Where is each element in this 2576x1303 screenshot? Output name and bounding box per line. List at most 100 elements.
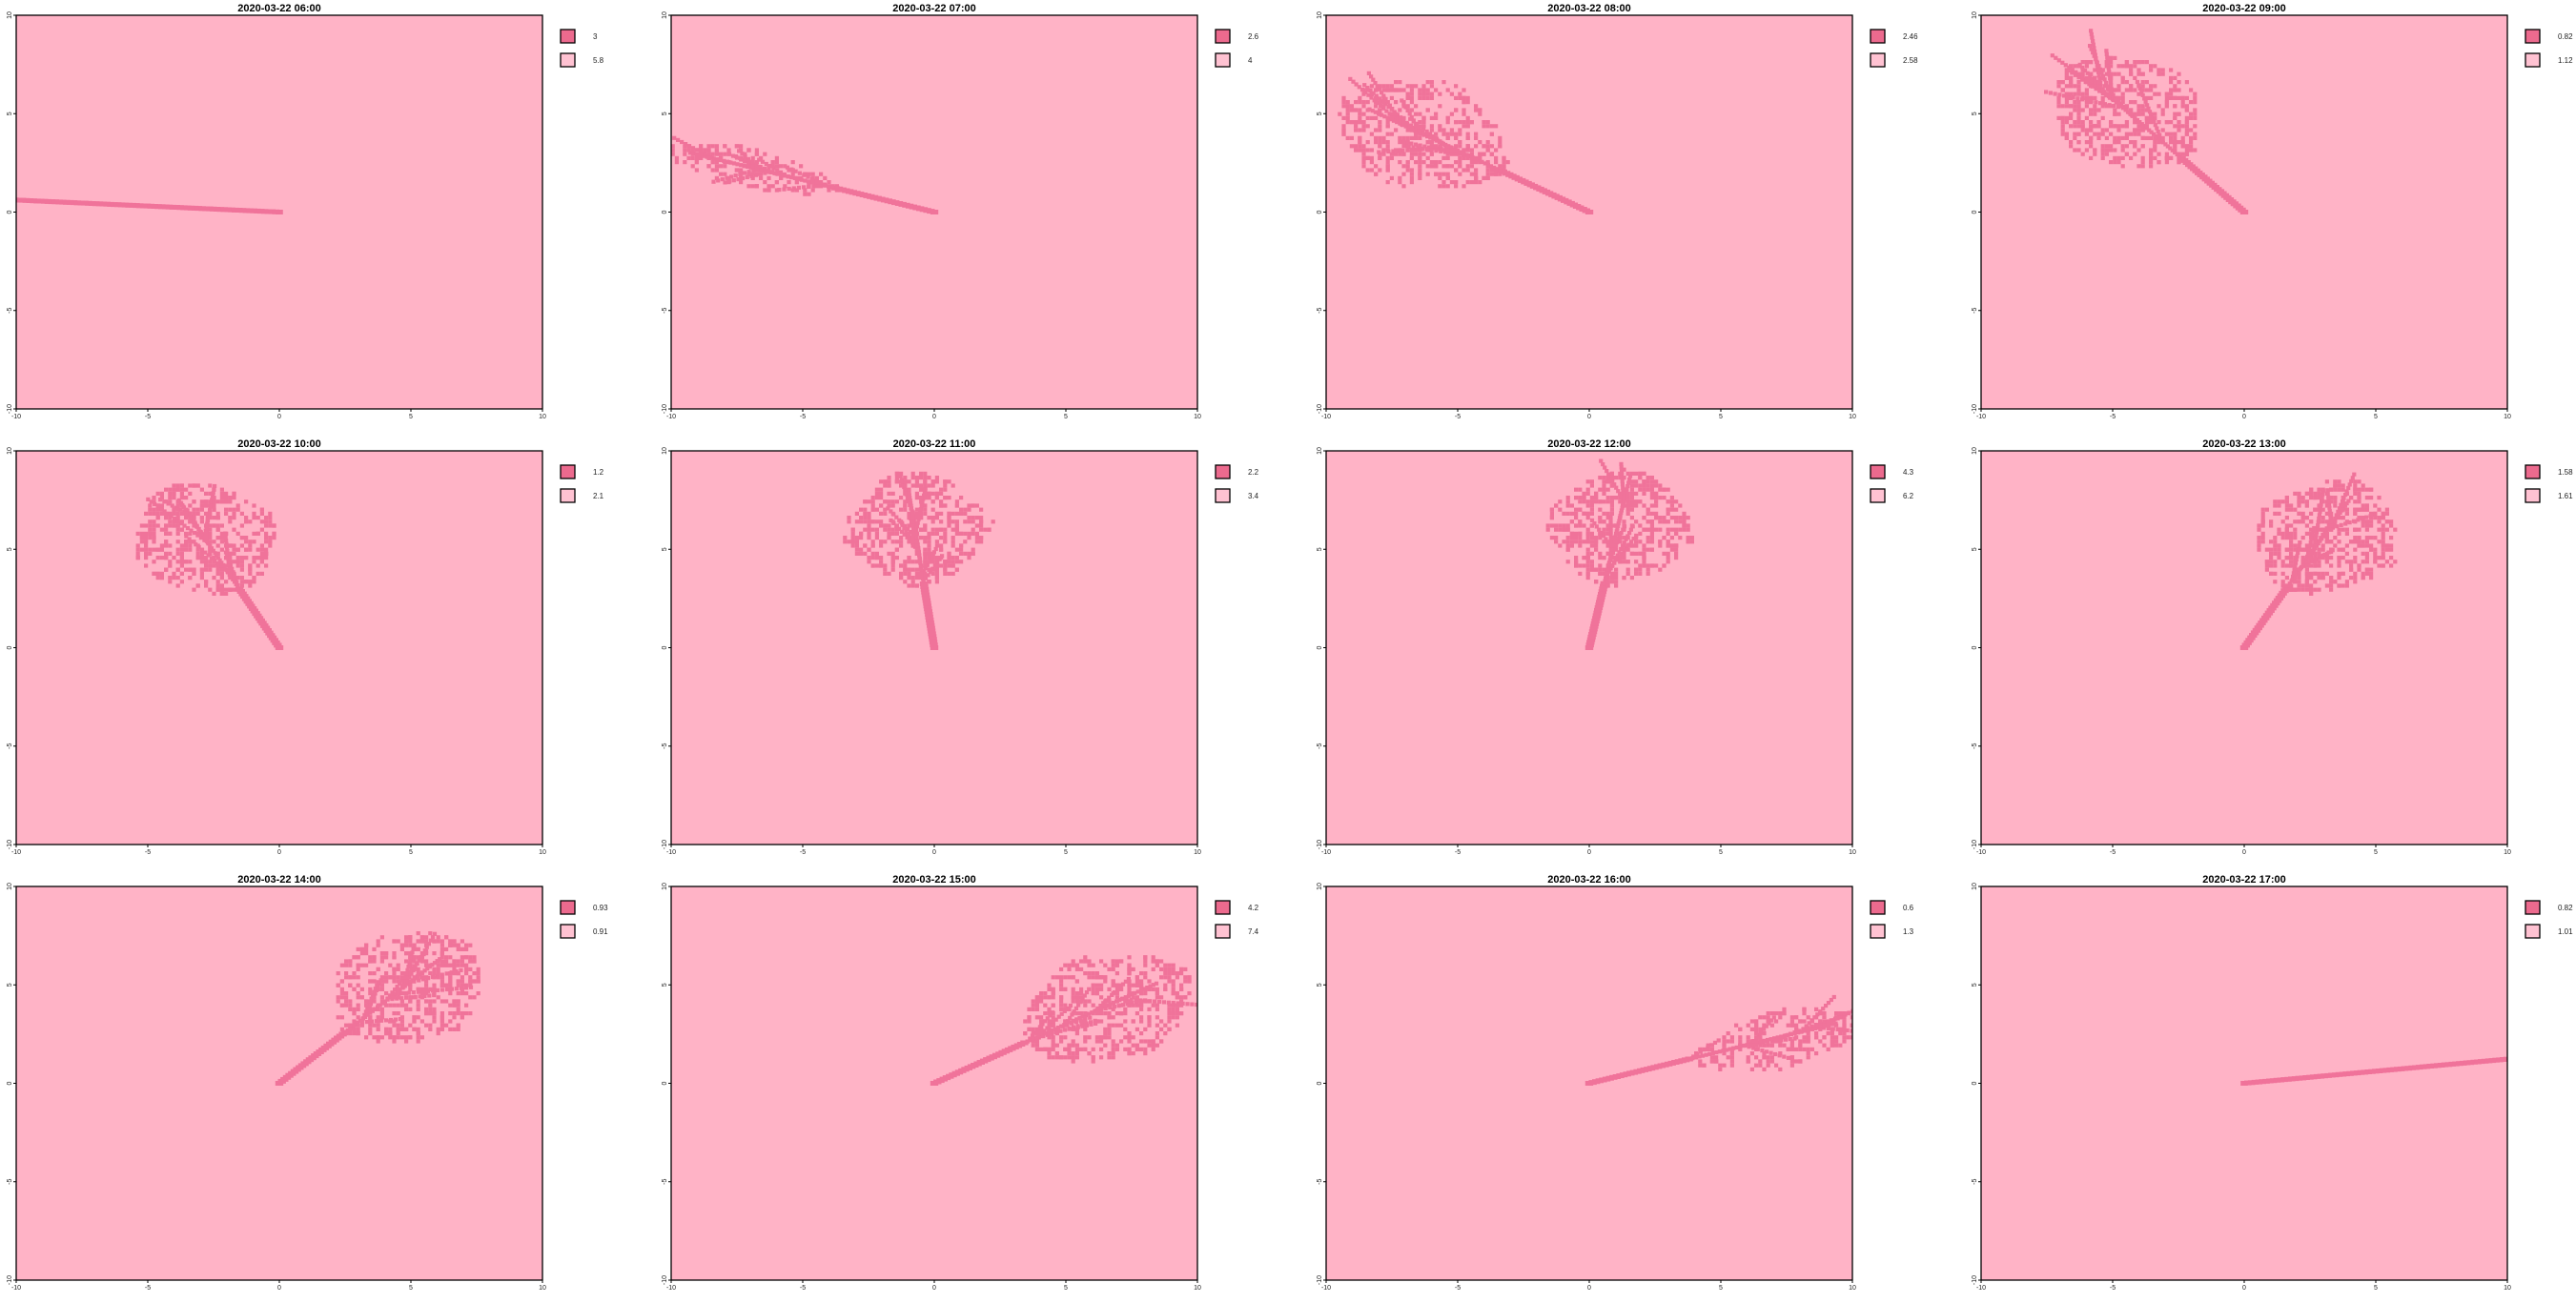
- shadow-cell: [1606, 543, 1610, 547]
- shadow-cell: [871, 508, 875, 512]
- shadow-cell: [1599, 459, 1603, 463]
- shadow-cell: [1350, 136, 1354, 140]
- shadow-cell: [923, 576, 927, 580]
- shadow-cell: [703, 148, 706, 152]
- shadow-cell: [791, 160, 795, 164]
- shadow-cell: [1554, 540, 1558, 543]
- shadow-cell: [180, 483, 184, 487]
- shadow-cell: [1670, 543, 1674, 547]
- shadow-cell: [2325, 512, 2329, 516]
- shadow-cell: [1606, 479, 1610, 483]
- shadow-cell: [1466, 144, 1470, 148]
- shadow-cell: [148, 512, 152, 516]
- shadow-cell: [220, 592, 224, 596]
- shadow-cell: [2149, 84, 2153, 88]
- shadow-cell: [907, 492, 910, 496]
- shadow-cell: [1450, 112, 1454, 116]
- shadow-cell: [268, 519, 272, 523]
- shadow-cell: [2141, 108, 2145, 112]
- shadow-cell: [2149, 112, 2153, 116]
- shadow-cell: [943, 540, 947, 543]
- shadow-cell: [1430, 153, 1434, 156]
- legend-swatch: [561, 489, 575, 502]
- shadow-cell: [2361, 519, 2365, 523]
- shadow-cell: [2133, 60, 2136, 64]
- shadow-cell: [851, 532, 855, 536]
- shadow-cell: [963, 540, 967, 543]
- shadow-cell: [695, 168, 699, 172]
- shadow-cell: [2081, 60, 2085, 64]
- shadow-cell: [971, 532, 975, 536]
- shadow-cell: [2361, 488, 2365, 492]
- shadow-cell: [208, 512, 212, 516]
- shadow-cell: [726, 153, 730, 156]
- shadow-cell: [2365, 488, 2369, 492]
- shadow-cell: [923, 552, 927, 556]
- shadow-cell: [1606, 476, 1610, 479]
- shadow-cell: [1354, 124, 1358, 128]
- shadow-cell: [196, 552, 200, 556]
- shadow-cell: [1361, 104, 1365, 108]
- shadow-cell: [719, 153, 723, 156]
- shadow-cell: [1606, 499, 1610, 503]
- shadow-cell: [1358, 128, 1361, 132]
- shadow-cell: [212, 523, 215, 527]
- shadow-cell: [879, 543, 883, 547]
- shadow-cell: [1458, 128, 1462, 132]
- shadow-cell: [264, 519, 268, 523]
- shadow-cell: [1618, 472, 1622, 476]
- shadow-cell: [1578, 563, 1582, 567]
- shadow-cell: [1602, 568, 1605, 572]
- shadow-cell: [1554, 523, 1558, 527]
- shadow-cell: [252, 512, 256, 516]
- shadow-cell: [1578, 499, 1582, 503]
- x-tick-label: 5: [2374, 849, 2378, 856]
- shadow-cell: [2309, 592, 2313, 596]
- shadow-cell: [1390, 112, 1394, 116]
- shadow-cell: [240, 512, 244, 516]
- shadow-cell: [891, 499, 895, 503]
- shadow-cell: [967, 508, 971, 512]
- shadow-cell: [1430, 128, 1434, 132]
- shadow-cell: [1486, 164, 1490, 168]
- shadow-cell: [1566, 523, 1570, 527]
- shadow-cell: [2092, 46, 2096, 50]
- shadow-cell: [1654, 512, 1658, 516]
- shadow-cell: [2173, 116, 2177, 120]
- shadow-cell: [963, 512, 967, 516]
- shadow-cell: [2165, 96, 2169, 100]
- shadow-cell: [1606, 583, 1610, 587]
- shadow-cell: [1610, 580, 1614, 583]
- shadow-cell: [2061, 88, 2065, 92]
- shadow-cell: [2149, 116, 2153, 120]
- shadow-cell: [2169, 92, 2173, 96]
- shadow-cell: [2081, 153, 2085, 156]
- shadow-cell: [1598, 488, 1602, 492]
- shadow-cell: [2141, 88, 2145, 92]
- shadow-cell: [951, 543, 955, 547]
- shadow-cell: [2113, 88, 2116, 92]
- shadow-cell: [871, 543, 875, 547]
- shadow-cell: [871, 540, 875, 543]
- shadow-cell: [2333, 536, 2337, 540]
- shadow-cell: [1438, 160, 1441, 164]
- shadow-cell: [228, 552, 232, 556]
- shadow-cell: [1386, 124, 1390, 128]
- shadow-cell: [879, 523, 883, 527]
- shadow-cell: [923, 483, 927, 487]
- shadow-cell: [2337, 583, 2341, 587]
- shadow-cell: [1670, 548, 1674, 552]
- shadow-cell: [1610, 556, 1614, 560]
- shadow-cell: [1366, 140, 1370, 144]
- shadow-cell: [2337, 560, 2341, 563]
- shadow-cell: [2136, 148, 2140, 152]
- shadow-cell: [1678, 528, 1682, 532]
- shadow-cell: [1690, 540, 1694, 543]
- shadow-cell: [156, 516, 160, 519]
- shadow-cell: [2261, 512, 2265, 516]
- shadow-cell: [923, 476, 927, 479]
- shadow-cell: [2141, 84, 2145, 88]
- shadow-cell: [2329, 583, 2333, 587]
- shadow-cell: [691, 153, 695, 156]
- shadow-cell: [739, 148, 743, 152]
